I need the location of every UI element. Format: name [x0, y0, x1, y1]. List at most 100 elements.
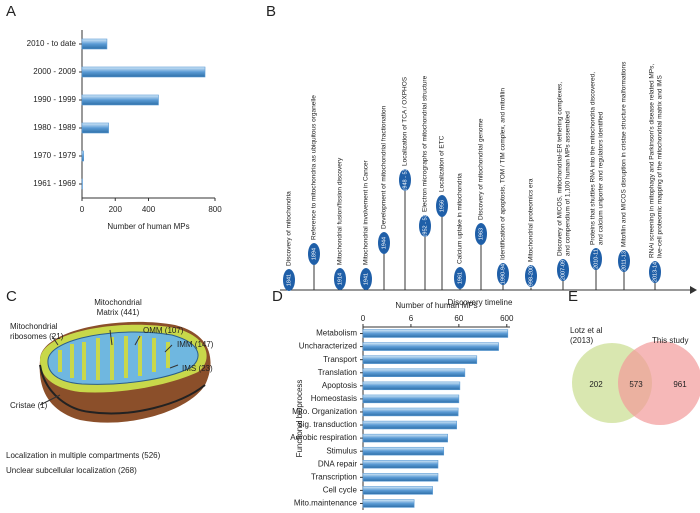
year-pin [525, 265, 537, 287]
x-tick-label: 0 [361, 314, 366, 323]
venn-set-b [618, 341, 700, 425]
bar [81, 122, 109, 134]
x-tick-label: 600 [500, 314, 514, 323]
label: Mitochondrial [10, 322, 58, 331]
year-pin [649, 261, 661, 283]
year-pin [360, 268, 372, 290]
venn-label: Lotz et al [570, 326, 603, 335]
event-text: Discovery of mitochondrial genome [478, 118, 485, 220]
year-pin [334, 268, 346, 290]
year: 1841 [286, 274, 292, 286]
bar [362, 473, 439, 482]
venn-label: (2013) [570, 336, 593, 345]
year: 1998-2003 [528, 263, 534, 289]
event-text: Mitochondrial involvement in Cancer [363, 159, 370, 265]
x-tick-label: 800 [208, 205, 222, 214]
year: 1963 [478, 228, 484, 240]
x-tick-label: 200 [109, 205, 123, 214]
y-tick-label: 2000 - 2009 [33, 67, 76, 76]
event-text: live-cell proteomic mapping of the mitoc… [657, 75, 664, 258]
mitochondrion [39, 321, 211, 423]
event-text: Discovery of mitochondria [286, 191, 293, 266]
event-text: RNAi screening in mitophagy and Parkinso… [649, 64, 656, 258]
y-tick-label: Translation [318, 368, 357, 377]
x-tick-label: 400 [142, 205, 156, 214]
panel-label: E [568, 288, 578, 305]
year-pin [436, 195, 448, 217]
bar [81, 66, 206, 78]
y-tick-label: DNA repair [318, 459, 357, 468]
bar [362, 368, 466, 377]
x-tick-label: 60 [454, 314, 463, 323]
bar [81, 94, 159, 106]
year: 2010-11 [593, 249, 599, 269]
bar [362, 420, 457, 430]
year-pin [454, 267, 466, 289]
panel-label: B [266, 3, 276, 20]
y-tick-label: Apoptosis [322, 381, 357, 390]
label: Mitochondrial [94, 298, 142, 307]
label: Matrix (441) [97, 308, 140, 317]
y-tick-label: Aerobic respiration [290, 433, 357, 442]
event-text: Mitochondrial fusion/fission discovery [337, 157, 344, 265]
year: 1952 - 53 [422, 214, 428, 237]
event-text: Localization of ETC [439, 135, 446, 192]
event-text: Identification of apoptosis, TOM / TIM c… [500, 88, 507, 260]
y-tick-label: Homeostasis [311, 394, 357, 403]
bar [362, 460, 439, 469]
year-pin [378, 232, 390, 254]
y-tick-label: 1970 - 1979 [33, 151, 76, 160]
x-tick-label: 6 [409, 314, 414, 323]
year: 2013-14 [652, 262, 658, 282]
year-pin [283, 269, 295, 291]
event-text: and calcium uniporter and regulators ide… [598, 111, 605, 245]
bar [81, 150, 84, 162]
bar [362, 355, 478, 364]
leader-line [109, 329, 113, 346]
year: 1944 [381, 237, 387, 249]
y-axis-title: Functional bioprocess [295, 380, 304, 458]
label: Cristae (1) [10, 401, 48, 410]
bar [362, 446, 445, 456]
event-text: Reference to mitochondria as ubiquitous … [311, 95, 318, 240]
y-tick-label: 1990 - 1999 [33, 95, 76, 104]
year-pin [590, 248, 602, 270]
venn-count: 573 [629, 380, 643, 389]
leader-line [39, 394, 61, 406]
event-text: and compendium of 1,100 human MPs assemb… [565, 111, 572, 256]
year-pin [557, 259, 569, 281]
bar [81, 178, 83, 190]
year: 1941 [363, 273, 369, 285]
panel-label: A [6, 3, 16, 20]
label: OMM (107) [143, 326, 184, 335]
x-tick-label: 0 [80, 205, 85, 214]
event-text: Proteins that shuttles RNA into the mito… [590, 72, 597, 245]
event-text: Localization of TCA / OXPHOS [402, 76, 409, 166]
bar [81, 38, 108, 50]
note: Localization in multiple compartments (5… [6, 451, 161, 460]
panel-label: D [272, 288, 283, 305]
leader-line [169, 364, 179, 369]
y-tick-label: 1980 - 1989 [33, 123, 76, 132]
bar [362, 394, 460, 404]
bar [362, 329, 509, 338]
panel-label: C [6, 288, 17, 305]
year-pin [399, 169, 411, 191]
year: 2007-09 [560, 260, 566, 280]
y-tick-label: Stimulus [326, 446, 357, 455]
year: 2011-13 [621, 251, 627, 271]
y-tick-label: Uncharacterized [299, 342, 357, 351]
year: 1894 [311, 248, 317, 260]
year: 1914 [337, 273, 343, 285]
arrow-head [690, 286, 697, 294]
y-tick-label: 1961 - 1969 [33, 179, 76, 188]
event-text: Development of mitochondrial fractionati… [381, 105, 388, 229]
leader-line [51, 335, 59, 346]
y-tick-label: Mito. Organization [292, 407, 357, 416]
y-tick-label: Transport [323, 355, 358, 364]
label: ribosomes (21) [10, 332, 64, 341]
bar [362, 486, 433, 495]
y-tick-label: Metabolism [316, 329, 357, 338]
year: 1990-94 [500, 264, 506, 284]
